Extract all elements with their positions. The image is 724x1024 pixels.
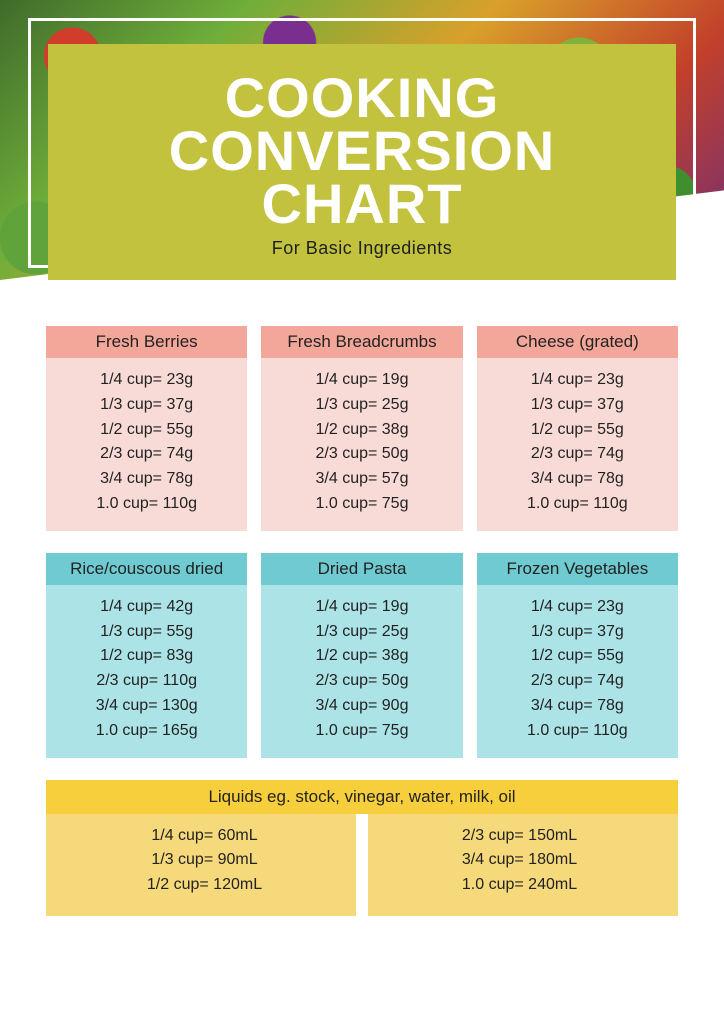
conversion-line: 1/3 cup= 90mL — [54, 848, 355, 873]
conversion-line: 1/3 cup= 37g — [485, 620, 670, 645]
title-line-2: CONVERSION — [169, 124, 556, 177]
conversion-line: 1/2 cup= 55g — [485, 418, 670, 443]
content: Fresh Berries 1/4 cup= 23g 1/3 cup= 37g … — [0, 300, 724, 916]
conversion-line: 1/3 cup= 25g — [269, 620, 454, 645]
conversion-line: 1.0 cup= 110g — [485, 492, 670, 517]
conversion-line: 2/3 cup= 50g — [269, 669, 454, 694]
conversion-line: 3/4 cup= 78g — [485, 467, 670, 492]
card-body: 1/4 cup= 60mL 1/3 cup= 90mL 1/2 cup= 120… — [46, 814, 678, 916]
card-fresh-berries: Fresh Berries 1/4 cup= 23g 1/3 cup= 37g … — [46, 326, 247, 531]
conversion-line: 1/3 cup= 37g — [54, 393, 239, 418]
card-header: Dried Pasta — [261, 553, 462, 585]
conversion-line: 2/3 cup= 74g — [485, 669, 670, 694]
conversion-line: 1.0 cup= 75g — [269, 492, 454, 517]
conversion-line: 1/4 cup= 19g — [269, 368, 454, 393]
row-2: Rice/couscous dried 1/4 cup= 42g 1/3 cup… — [46, 553, 678, 758]
conversion-line: 1/2 cup= 83g — [54, 644, 239, 669]
card-body: 1/4 cup= 23g 1/3 cup= 37g 1/2 cup= 55g 2… — [477, 358, 678, 531]
conversion-line: 3/4 cup= 180mL — [369, 848, 670, 873]
liquids-left-column: 1/4 cup= 60mL 1/3 cup= 90mL 1/2 cup= 120… — [54, 824, 355, 898]
conversion-line: 1/4 cup= 42g — [54, 595, 239, 620]
conversion-line: 1/4 cup= 19g — [269, 595, 454, 620]
card-cheese-grated: Cheese (grated) 1/4 cup= 23g 1/3 cup= 37… — [477, 326, 678, 531]
card-header: Fresh Berries — [46, 326, 247, 358]
conversion-line: 1/3 cup= 37g — [485, 393, 670, 418]
card-header: Fresh Breadcrumbs — [261, 326, 462, 358]
liquids-right-column: 2/3 cup= 150mL 3/4 cup= 180mL 1.0 cup= 2… — [369, 824, 670, 898]
conversion-line: 1/3 cup= 25g — [269, 393, 454, 418]
conversion-line: 1/2 cup= 38g — [269, 418, 454, 443]
row-1: Fresh Berries 1/4 cup= 23g 1/3 cup= 37g … — [46, 326, 678, 531]
conversion-line: 2/3 cup= 74g — [485, 442, 670, 467]
card-body: 1/4 cup= 23g 1/3 cup= 37g 1/2 cup= 55g 2… — [477, 585, 678, 758]
conversion-line: 1/4 cup= 60mL — [54, 824, 355, 849]
title-line-3: CHART — [169, 177, 556, 230]
conversion-line: 2/3 cup= 74g — [54, 442, 239, 467]
page-subtitle: For Basic Ingredients — [272, 238, 453, 259]
card-rice-couscous: Rice/couscous dried 1/4 cup= 42g 1/3 cup… — [46, 553, 247, 758]
conversion-line: 1.0 cup= 110g — [54, 492, 239, 517]
conversion-line: 3/4 cup= 130g — [54, 694, 239, 719]
card-header: Liquids eg. stock, vinegar, water, milk,… — [46, 780, 678, 814]
conversion-line: 3/4 cup= 90g — [269, 694, 454, 719]
conversion-line: 1.0 cup= 75g — [269, 719, 454, 744]
card-header: Frozen Vegetables — [477, 553, 678, 585]
card-body: 1/4 cup= 42g 1/3 cup= 55g 1/2 cup= 83g 2… — [46, 585, 247, 758]
hero: COOKING CONVERSION CHART For Basic Ingre… — [0, 0, 724, 300]
conversion-line: 1/3 cup= 55g — [54, 620, 239, 645]
conversion-line: 2/3 cup= 50g — [269, 442, 454, 467]
conversion-line: 1.0 cup= 240mL — [369, 873, 670, 898]
card-liquids: Liquids eg. stock, vinegar, water, milk,… — [46, 780, 678, 916]
column-divider — [356, 814, 368, 916]
conversion-line: 1/4 cup= 23g — [485, 595, 670, 620]
conversion-line: 3/4 cup= 78g — [485, 694, 670, 719]
card-body: 1/4 cup= 23g 1/3 cup= 37g 1/2 cup= 55g 2… — [46, 358, 247, 531]
conversion-line: 3/4 cup= 57g — [269, 467, 454, 492]
card-body: 1/4 cup= 19g 1/3 cup= 25g 1/2 cup= 38g 2… — [261, 358, 462, 531]
conversion-line: 1/2 cup= 120mL — [54, 873, 355, 898]
card-body: 1/4 cup= 19g 1/3 cup= 25g 1/2 cup= 38g 2… — [261, 585, 462, 758]
conversion-line: 2/3 cup= 110g — [54, 669, 239, 694]
conversion-line: 1.0 cup= 110g — [485, 719, 670, 744]
conversion-line: 2/3 cup= 150mL — [369, 824, 670, 849]
title-line-1: COOKING — [169, 71, 556, 124]
conversion-line: 1/2 cup= 55g — [54, 418, 239, 443]
conversion-line: 3/4 cup= 78g — [54, 467, 239, 492]
conversion-line: 1/2 cup= 38g — [269, 644, 454, 669]
card-header: Rice/couscous dried — [46, 553, 247, 585]
card-fresh-breadcrumbs: Fresh Breadcrumbs 1/4 cup= 19g 1/3 cup= … — [261, 326, 462, 531]
title-block: COOKING CONVERSION CHART For Basic Ingre… — [48, 44, 676, 280]
conversion-line: 1/4 cup= 23g — [485, 368, 670, 393]
conversion-line: 1.0 cup= 165g — [54, 719, 239, 744]
card-header: Cheese (grated) — [477, 326, 678, 358]
page-title: COOKING CONVERSION CHART — [169, 71, 556, 231]
conversion-line: 1/4 cup= 23g — [54, 368, 239, 393]
card-dried-pasta: Dried Pasta 1/4 cup= 19g 1/3 cup= 25g 1/… — [261, 553, 462, 758]
conversion-line: 1/2 cup= 55g — [485, 644, 670, 669]
card-frozen-vegetables: Frozen Vegetables 1/4 cup= 23g 1/3 cup= … — [477, 553, 678, 758]
